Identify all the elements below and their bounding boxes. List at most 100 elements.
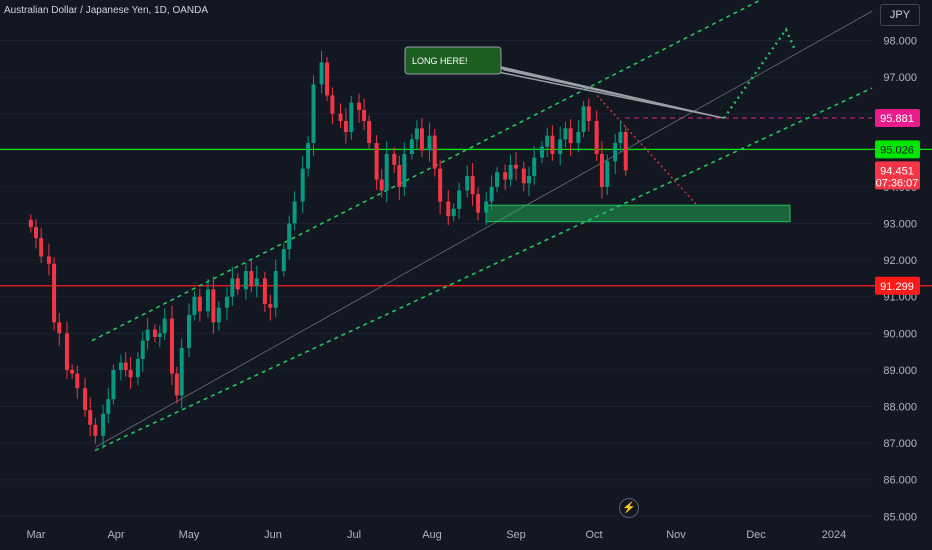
candle-body[interactable] [514,164,518,169]
candle-body[interactable] [281,249,286,272]
candle-body[interactable] [550,135,555,154]
currency-button[interactable]: JPY [880,4,920,26]
candle-body[interactable] [605,161,610,187]
candle-body[interactable] [300,168,305,202]
candle-body[interactable] [545,135,550,147]
channel-upper-line[interactable] [91,0,761,342]
candle-body[interactable] [613,142,618,162]
candle-body[interactable] [362,110,367,122]
candle-body[interactable] [457,190,462,209]
candle-body[interactable] [243,271,248,290]
candle-body[interactable] [623,132,628,171]
candle-body[interactable] [262,278,267,305]
candle-body[interactable] [174,373,179,396]
candle-body[interactable] [64,333,69,370]
candle-body[interactable] [618,132,623,143]
candle-body[interactable] [145,329,150,341]
candle-body[interactable] [152,329,157,337]
candle-body[interactable] [349,102,354,132]
candle-body[interactable] [211,289,216,323]
candle-body[interactable] [503,172,508,180]
candle-body[interactable] [338,113,343,122]
lightning-icon[interactable]: ⚡ [619,498,639,518]
candle-body[interactable] [75,373,80,389]
candle-body[interactable] [34,227,38,239]
candle-body[interactable] [446,201,451,217]
candle-body[interactable] [470,175,475,195]
candle-body[interactable] [311,84,316,143]
candle-body[interactable] [527,175,531,184]
candle-body[interactable] [432,135,437,169]
candle-body[interactable] [111,369,116,400]
candle-body[interactable] [187,315,191,348]
candle-body[interactable] [205,289,210,312]
candle-body[interactable] [402,153,407,187]
candle-body[interactable] [179,347,184,396]
candle-body[interactable] [325,62,329,96]
candle-body[interactable] [379,179,384,191]
candle-body[interactable] [521,168,526,184]
demand-zone[interactable] [485,204,791,223]
candle-body[interactable] [343,121,348,132]
candle-body[interactable] [476,194,481,213]
candle-body[interactable] [292,201,297,224]
candle-body[interactable] [367,121,372,143]
candle-body[interactable] [230,278,235,297]
candle-body[interactable] [558,139,563,154]
candle-body[interactable] [581,106,586,132]
candle-body[interactable] [357,102,362,111]
candle-body[interactable] [599,153,604,187]
candle-body[interactable] [101,413,106,436]
candle-body[interactable] [254,278,259,286]
candle-body[interactable] [319,62,324,85]
candle-body[interactable] [330,95,335,114]
candle-body[interactable] [586,106,591,122]
candle-body[interactable] [52,263,57,323]
candle-body[interactable] [374,142,379,180]
candle-body[interactable] [287,223,292,250]
candle-body[interactable] [140,340,145,359]
candle-body[interactable] [83,388,88,411]
candle-body[interactable] [397,164,402,187]
candle-body[interactable] [39,238,44,257]
candle-body[interactable] [88,410,93,425]
candle-body[interactable] [306,142,311,169]
candle-body[interactable] [568,128,573,143]
candle-body[interactable] [123,362,128,370]
candle-body[interactable] [216,307,221,323]
candle-body[interactable] [268,304,273,308]
candle-body[interactable] [427,135,432,151]
candle-body[interactable] [465,175,470,191]
long-here-callout[interactable] [404,46,502,75]
candle-body[interactable] [106,399,111,414]
candle-body[interactable] [576,132,581,143]
candle-body[interactable] [235,278,240,290]
candle-body[interactable] [70,369,75,374]
candle-body[interactable] [414,128,419,140]
candle-body[interactable] [451,208,456,217]
candle-body[interactable] [495,172,500,187]
candle-body[interactable] [28,219,33,228]
candle-body[interactable] [57,322,62,334]
candle-body[interactable] [249,271,254,286]
candle-body[interactable] [157,333,162,337]
candle-body[interactable] [489,186,494,202]
candle-body[interactable] [540,146,544,158]
candle-body[interactable] [419,128,424,151]
candle-body[interactable] [392,153,397,165]
candle-body[interactable] [197,296,202,312]
candle-body[interactable] [169,318,174,374]
candle-body[interactable] [192,296,197,315]
candle-body[interactable] [384,153,389,191]
candle-body[interactable] [162,318,167,334]
candle-body[interactable] [409,139,414,154]
candle-body[interactable] [135,358,140,378]
candle-body[interactable] [128,369,133,378]
candle-body[interactable] [118,362,123,370]
candle-body[interactable] [93,424,98,436]
candle-body[interactable] [273,271,278,308]
candle-body[interactable] [563,128,568,140]
candle-body[interactable] [224,296,229,308]
candle-body[interactable] [46,256,51,264]
